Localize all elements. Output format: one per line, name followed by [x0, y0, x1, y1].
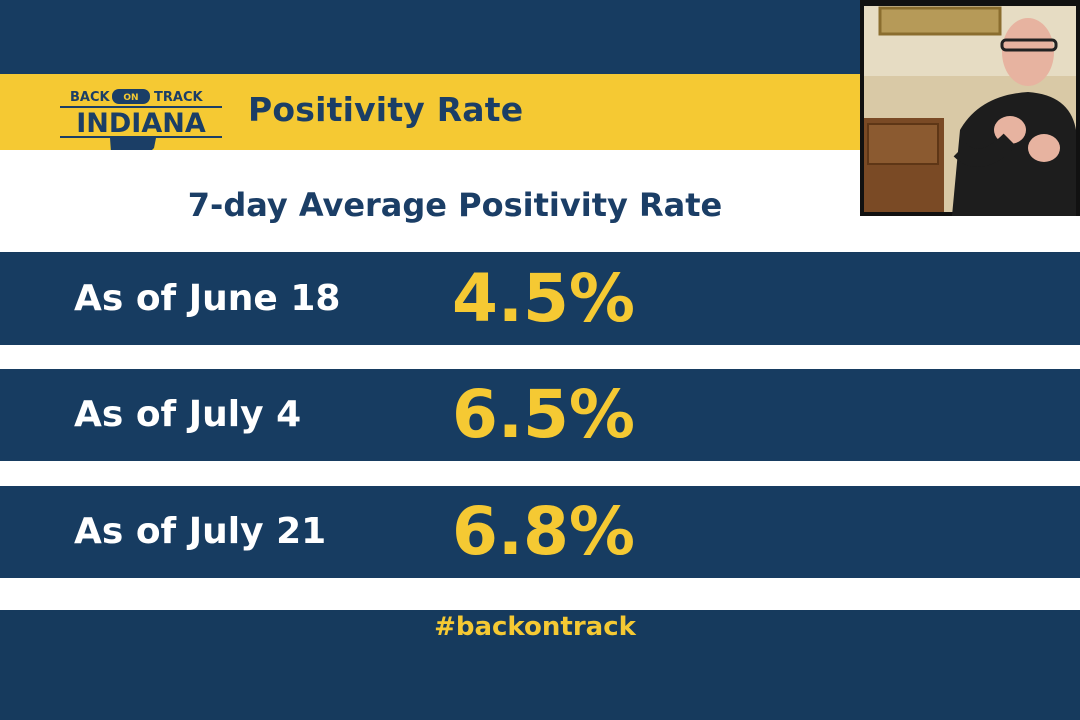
logo-indiana-text: INDIANA	[76, 108, 206, 139]
logo-on-text: ON	[123, 93, 138, 103]
row-date-label: As of July 21	[74, 511, 327, 552]
data-row: As of July 21 6.8%	[0, 486, 1080, 578]
logo-back-text: BACK	[70, 90, 111, 105]
logo-on-pill	[112, 89, 150, 104]
data-row: As of June 18 4.5%	[0, 253, 1080, 345]
row-date-label: As of July 4	[74, 394, 302, 435]
hashtag: #backontrack	[434, 612, 636, 642]
row-rate-value: 4.5%	[451, 260, 635, 337]
data-row: As of July 4 6.5%	[0, 369, 1080, 461]
row-separator	[0, 461, 1080, 486]
row-rate-value: 6.8%	[451, 493, 635, 570]
row-rate-value: 6.5%	[451, 376, 635, 453]
interpreter-video-inset	[860, 0, 1080, 216]
interpreter-illustration	[864, 6, 1076, 216]
logo-track-text: TRACK	[154, 90, 203, 105]
header-title: Positivity Rate	[248, 90, 524, 129]
row-date-label: As of June 18	[74, 278, 341, 319]
row-separator	[0, 578, 1080, 610]
subtitle: 7-day Average Positivity Rate	[187, 186, 723, 224]
bottom-background-band	[0, 610, 1080, 720]
row-separator	[0, 345, 1080, 369]
